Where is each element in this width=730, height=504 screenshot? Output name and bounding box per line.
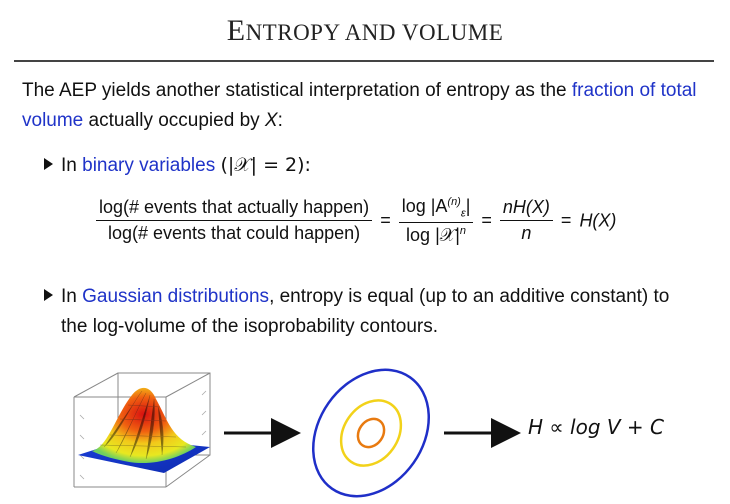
bullet1-prefix: In — [61, 155, 83, 176]
bullet2-prefix: In — [61, 286, 83, 307]
bullet2-line2: the log-volume of the isoprobability con… — [61, 316, 439, 337]
fraction-events-denominator: log(# events that could happen) — [108, 223, 361, 244]
typical-set-bar: | — [465, 196, 471, 216]
fraction-entropy-numerator: nH(X) — [499, 197, 553, 222]
title-divider — [14, 60, 714, 62]
entropy-rhs: H(X) — [579, 210, 617, 231]
fraction-typical-set: log |A(n)ε| log |𝒳|n — [398, 196, 474, 246]
isoprobability-contours — [311, 368, 431, 498]
contour-inner — [356, 417, 386, 449]
bullet1-condition: (|𝒳| = 2): — [220, 154, 311, 176]
title-initial: E — [226, 14, 246, 47]
bullet2-highlight: Gaussian distributions — [82, 286, 270, 307]
bullet-binary: In binary variables (|𝒳| = 2): — [44, 150, 311, 181]
bullet1-highlight: binary variables — [82, 155, 216, 176]
alphabet-superscript: n — [459, 224, 467, 237]
surface-plot-3d — [73, 372, 211, 488]
bullet-triangle-icon — [44, 158, 53, 170]
equals-sign-2: = — [481, 210, 492, 231]
typical-set-subscript: ε — [460, 207, 466, 220]
typical-set-superscript: (n) — [447, 196, 461, 208]
equals-sign-1: = — [380, 210, 391, 231]
intro-paragraph: The AEP yields another statistical inter… — [22, 76, 712, 136]
fraction-entropy-denominator: n — [521, 223, 532, 244]
fraction-entropy: nH(X) n — [499, 197, 553, 244]
bullet2-line1-rest: , entropy is equal (up to an additive co… — [269, 286, 670, 307]
intro-end: : — [277, 110, 283, 131]
surface-peak — [92, 387, 196, 464]
fraction-events-numerator: log(# events that actually happen) — [96, 197, 373, 222]
entropy-volume-relation: H ∝ log V + C — [528, 415, 665, 439]
intro-text-before: The AEP yields another statistical inter… — [22, 80, 572, 101]
intro-highlight: fraction of total volume — [22, 80, 697, 131]
alphabet-log: log |𝒳| — [406, 224, 460, 245]
contour-middle — [339, 399, 403, 467]
bullet-gaussian: In Gaussian distributions, entropy is eq… — [44, 282, 704, 342]
gaussian-illustration — [73, 368, 521, 498]
typical-set-log: log |A — [401, 196, 448, 216]
fraction-typical-numerator: log |A(n)ε| — [398, 196, 474, 223]
slide-title: ENTROPY AND VOLUME — [0, 14, 730, 48]
equals-sign-3: = — [560, 210, 572, 231]
fraction-typical-denominator: log |𝒳|n — [399, 223, 474, 246]
intro-text-after: actually occupied by — [83, 110, 265, 131]
title-rest: NTROPY AND VOLUME — [245, 20, 504, 45]
bullet-triangle-icon — [44, 289, 53, 301]
entropy-equation: log(# events that actually happen) log(#… — [96, 196, 616, 246]
intro-variable: X — [264, 110, 278, 131]
fraction-events: log(# events that actually happen) log(#… — [96, 197, 373, 244]
contour-outer — [311, 368, 431, 498]
